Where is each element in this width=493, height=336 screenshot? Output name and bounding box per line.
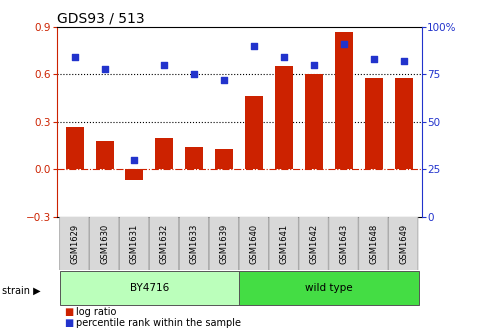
Text: GSM1649: GSM1649 bbox=[399, 223, 408, 264]
Bar bbox=[155, 138, 174, 169]
Bar bbox=[275, 67, 293, 169]
Text: log ratio: log ratio bbox=[76, 307, 117, 318]
Point bbox=[250, 43, 258, 49]
Point bbox=[220, 77, 228, 83]
FancyBboxPatch shape bbox=[269, 216, 298, 271]
Bar bbox=[365, 78, 383, 169]
Point bbox=[160, 62, 168, 68]
Bar bbox=[394, 78, 413, 169]
Text: ■: ■ bbox=[64, 307, 73, 318]
Point bbox=[310, 62, 318, 68]
Text: wild type: wild type bbox=[305, 283, 352, 293]
FancyBboxPatch shape bbox=[299, 216, 328, 271]
FancyBboxPatch shape bbox=[209, 216, 239, 271]
FancyBboxPatch shape bbox=[179, 216, 209, 271]
Bar bbox=[126, 169, 143, 180]
FancyBboxPatch shape bbox=[119, 216, 149, 271]
Point bbox=[70, 54, 78, 60]
Text: GSM1639: GSM1639 bbox=[220, 223, 229, 264]
Text: GSM1642: GSM1642 bbox=[310, 223, 318, 264]
Text: strain ▶: strain ▶ bbox=[2, 286, 41, 296]
Text: GSM1629: GSM1629 bbox=[70, 223, 79, 264]
FancyBboxPatch shape bbox=[149, 216, 178, 271]
Bar bbox=[335, 32, 352, 169]
Point bbox=[400, 58, 408, 64]
Text: GSM1643: GSM1643 bbox=[339, 223, 348, 264]
FancyBboxPatch shape bbox=[359, 216, 388, 271]
FancyBboxPatch shape bbox=[329, 216, 358, 271]
Text: GSM1632: GSM1632 bbox=[160, 223, 169, 264]
Point bbox=[190, 72, 198, 77]
Bar bbox=[305, 74, 323, 169]
Text: BY4716: BY4716 bbox=[130, 283, 169, 293]
Bar bbox=[215, 149, 233, 169]
Text: GDS93 / 513: GDS93 / 513 bbox=[57, 12, 144, 26]
Text: GSM1640: GSM1640 bbox=[249, 223, 258, 264]
Text: percentile rank within the sample: percentile rank within the sample bbox=[76, 318, 242, 328]
FancyBboxPatch shape bbox=[388, 216, 418, 271]
Text: GSM1631: GSM1631 bbox=[130, 223, 139, 264]
Point bbox=[280, 54, 288, 60]
Text: GSM1641: GSM1641 bbox=[280, 223, 288, 264]
Bar bbox=[96, 141, 113, 169]
FancyBboxPatch shape bbox=[239, 216, 268, 271]
FancyBboxPatch shape bbox=[239, 271, 419, 305]
Text: GSM1648: GSM1648 bbox=[369, 223, 378, 264]
Bar bbox=[185, 147, 203, 169]
Point bbox=[370, 56, 378, 62]
FancyBboxPatch shape bbox=[60, 216, 89, 271]
Bar bbox=[66, 127, 84, 169]
FancyBboxPatch shape bbox=[90, 216, 119, 271]
Bar bbox=[245, 96, 263, 169]
Point bbox=[101, 66, 108, 71]
Point bbox=[131, 157, 139, 163]
Text: GSM1633: GSM1633 bbox=[190, 223, 199, 264]
FancyBboxPatch shape bbox=[60, 271, 239, 305]
Text: GSM1630: GSM1630 bbox=[100, 223, 109, 264]
Text: ■: ■ bbox=[64, 318, 73, 328]
Point bbox=[340, 41, 348, 47]
